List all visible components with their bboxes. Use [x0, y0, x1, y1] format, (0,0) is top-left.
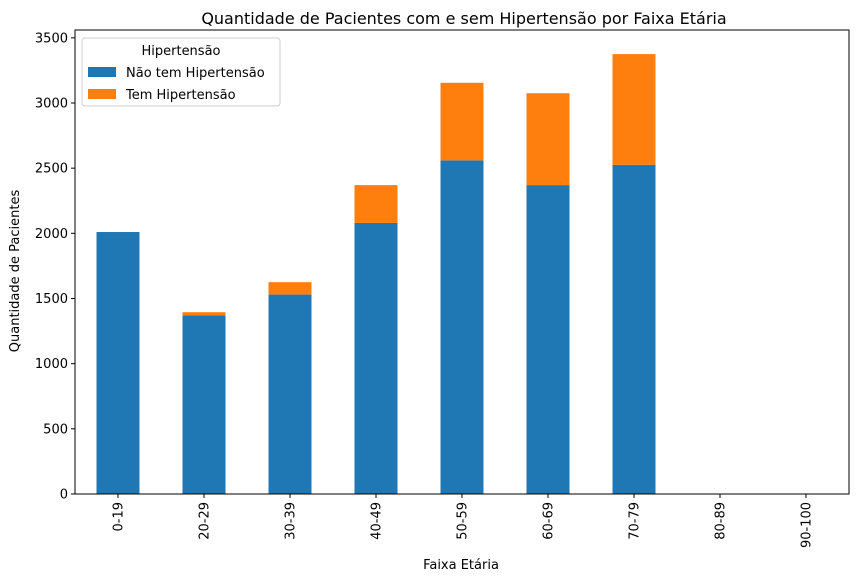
legend: Hipertensão Não tem Hipertensão Tem Hipert… — [81, 37, 281, 107]
legend-box — [81, 37, 281, 107]
bar-com-hipertensao-30-39 — [268, 282, 312, 295]
legend-swatch — [88, 67, 116, 77]
bar-com-hipertensao-50-59 — [440, 82, 484, 161]
y-tick-label: 0 — [60, 488, 68, 503]
y-axis-label: Quantidade de Pacientes — [8, 190, 23, 353]
bar-sem-hipertensao-60-69 — [526, 185, 570, 494]
x-tick-label: 30-39 — [284, 502, 299, 540]
y-tick-label: 3000 — [35, 96, 68, 111]
bar-com-hipertensao-60-69 — [526, 93, 570, 186]
bars-group — [96, 54, 656, 494]
legend-label: Não tem Hipertensão — [126, 66, 265, 81]
bar-sem-hipertensao-40-49 — [354, 222, 398, 494]
x-axis-label: Faixa Etária — [423, 558, 499, 573]
legend-swatch — [88, 89, 116, 99]
y-tick-label: 2000 — [35, 227, 68, 242]
x-tick-label: 80-89 — [714, 502, 729, 540]
x-tick-label: 0-19 — [112, 502, 127, 532]
legend-label: Tem Hipertensão — [125, 88, 236, 103]
x-tick-label: 20-29 — [198, 502, 213, 540]
bar-com-hipertensao-20-29 — [182, 312, 226, 316]
bar-sem-hipertensao-20-29 — [182, 315, 226, 494]
y-tick-label: 1000 — [35, 357, 68, 372]
x-tick-label: 90-100 — [800, 502, 815, 548]
x-tick-label: 50-59 — [456, 502, 471, 540]
y-tick-label: 500 — [43, 422, 68, 437]
bar-sem-hipertensao-0-19 — [96, 232, 140, 494]
bar-com-hipertensao-40-49 — [354, 185, 398, 223]
axes-group: 0 500 1000 1500 2000 2500 3000 3500 0-19 20-29 30-… — [35, 29, 850, 548]
bar-sem-hipertensao-30-39 — [268, 294, 312, 494]
bar-com-hipertensao-70-79 — [612, 54, 656, 165]
x-tick-label: 70-79 — [628, 502, 643, 540]
legend-title: Hipertensão — [141, 44, 220, 59]
bar-sem-hipertensao-70-79 — [612, 164, 656, 494]
x-tick-label: 60-69 — [542, 502, 557, 540]
chart-title: Quantidade de Pacientes com e sem Hipert… — [201, 9, 726, 28]
y-tick-label: 1500 — [35, 292, 68, 307]
bar-sem-hipertensao-50-59 — [440, 160, 484, 494]
y-tick-label: 2500 — [35, 162, 68, 177]
x-tick-label: 40-49 — [370, 502, 385, 540]
y-tick-label: 3500 — [35, 31, 68, 46]
